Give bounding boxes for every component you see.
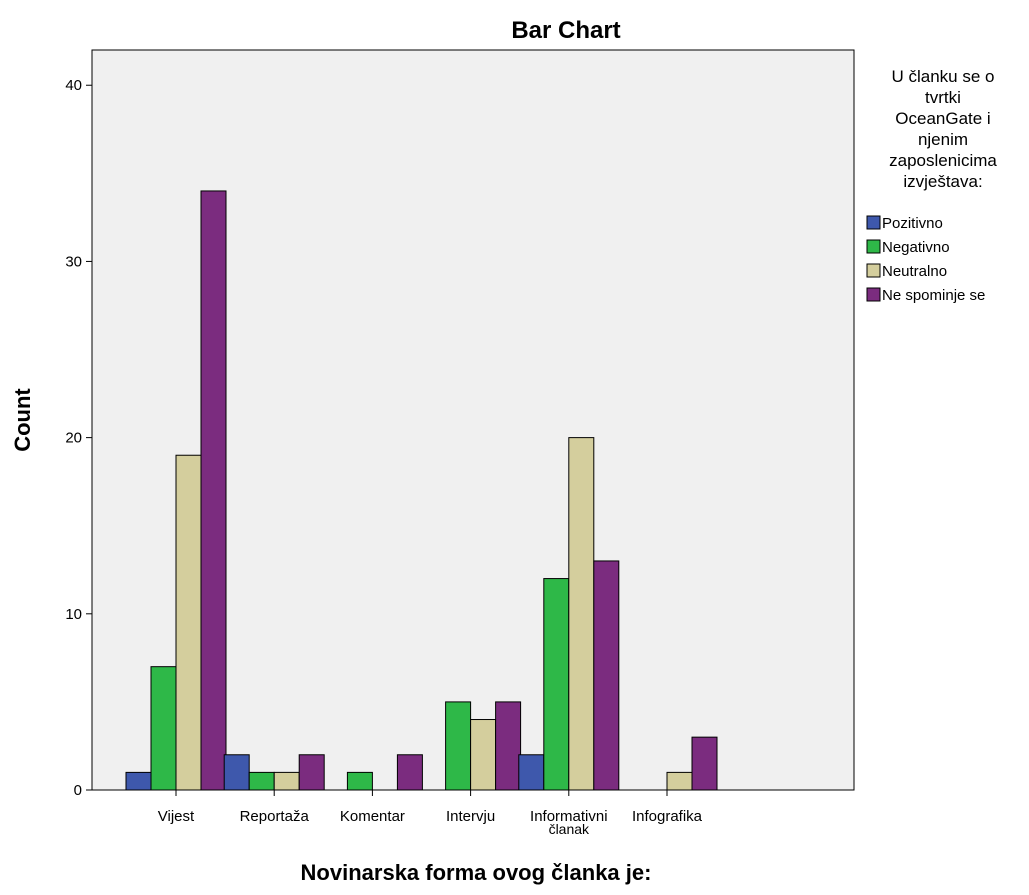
chart-title: Bar Chart bbox=[511, 17, 620, 44]
y-tick-label: 10 bbox=[65, 606, 82, 623]
y-tick-label: 30 bbox=[65, 253, 82, 270]
x-axis-title: Novinarska forma ovog članka je: bbox=[301, 860, 652, 885]
bar bbox=[543, 578, 570, 791]
bar bbox=[470, 719, 497, 791]
x-tick-label: članak bbox=[549, 821, 590, 837]
x-tick-label: Informativni bbox=[530, 808, 608, 825]
y-tick-label: 20 bbox=[65, 430, 82, 447]
bar bbox=[298, 754, 325, 791]
legend-label: Pozitivno bbox=[882, 215, 943, 232]
legend-swatch bbox=[866, 287, 881, 302]
x-tick-label: Infografika bbox=[632, 808, 703, 825]
legend-title-line: tvrtki bbox=[925, 88, 961, 107]
bar bbox=[691, 736, 718, 791]
bar bbox=[445, 701, 472, 791]
legend-title-line: zaposlenicima bbox=[889, 151, 997, 170]
legend-title-line: OceanGate i bbox=[895, 109, 990, 128]
y-axis: 0 10 20 30 40 bbox=[65, 77, 92, 799]
bar bbox=[248, 771, 275, 791]
legend: U članku se o tvrtki OceanGate i njenim zapo… bbox=[866, 67, 997, 304]
bar bbox=[175, 454, 202, 791]
bar bbox=[200, 190, 227, 791]
y-tick-label: 0 bbox=[74, 782, 82, 799]
bar bbox=[518, 754, 545, 791]
x-tick-label: Komentar bbox=[340, 808, 405, 825]
x-tick-label: Vijest bbox=[158, 808, 195, 825]
bar bbox=[666, 771, 693, 791]
bar bbox=[223, 754, 250, 791]
legend-title-line: U članku se o bbox=[892, 67, 995, 86]
legend-label: Neutralno bbox=[882, 263, 947, 280]
x-tick-label: Intervju bbox=[446, 808, 495, 825]
legend-title-line: njenim bbox=[918, 130, 968, 149]
bar bbox=[273, 771, 300, 791]
bar bbox=[568, 437, 595, 791]
legend-label: Ne spominje se bbox=[882, 287, 985, 304]
bars-group bbox=[125, 190, 718, 791]
bar bbox=[593, 560, 620, 791]
legend-title-line: izvještava: bbox=[903, 172, 982, 191]
bar bbox=[495, 701, 522, 791]
legend-label: Negativno bbox=[882, 239, 950, 256]
x-axis: Vijest Reportaža Komentar Intervju Informati… bbox=[158, 790, 703, 837]
y-axis-title: Count bbox=[10, 388, 35, 452]
bar bbox=[150, 666, 177, 791]
x-tick-label: Reportaža bbox=[240, 808, 310, 825]
bar bbox=[346, 771, 373, 791]
legend-swatch bbox=[866, 215, 881, 230]
legend-swatch bbox=[866, 263, 881, 278]
bar bbox=[396, 754, 423, 791]
y-tick-label: 40 bbox=[65, 77, 82, 94]
bar bbox=[125, 771, 152, 791]
legend-swatch bbox=[866, 239, 881, 254]
